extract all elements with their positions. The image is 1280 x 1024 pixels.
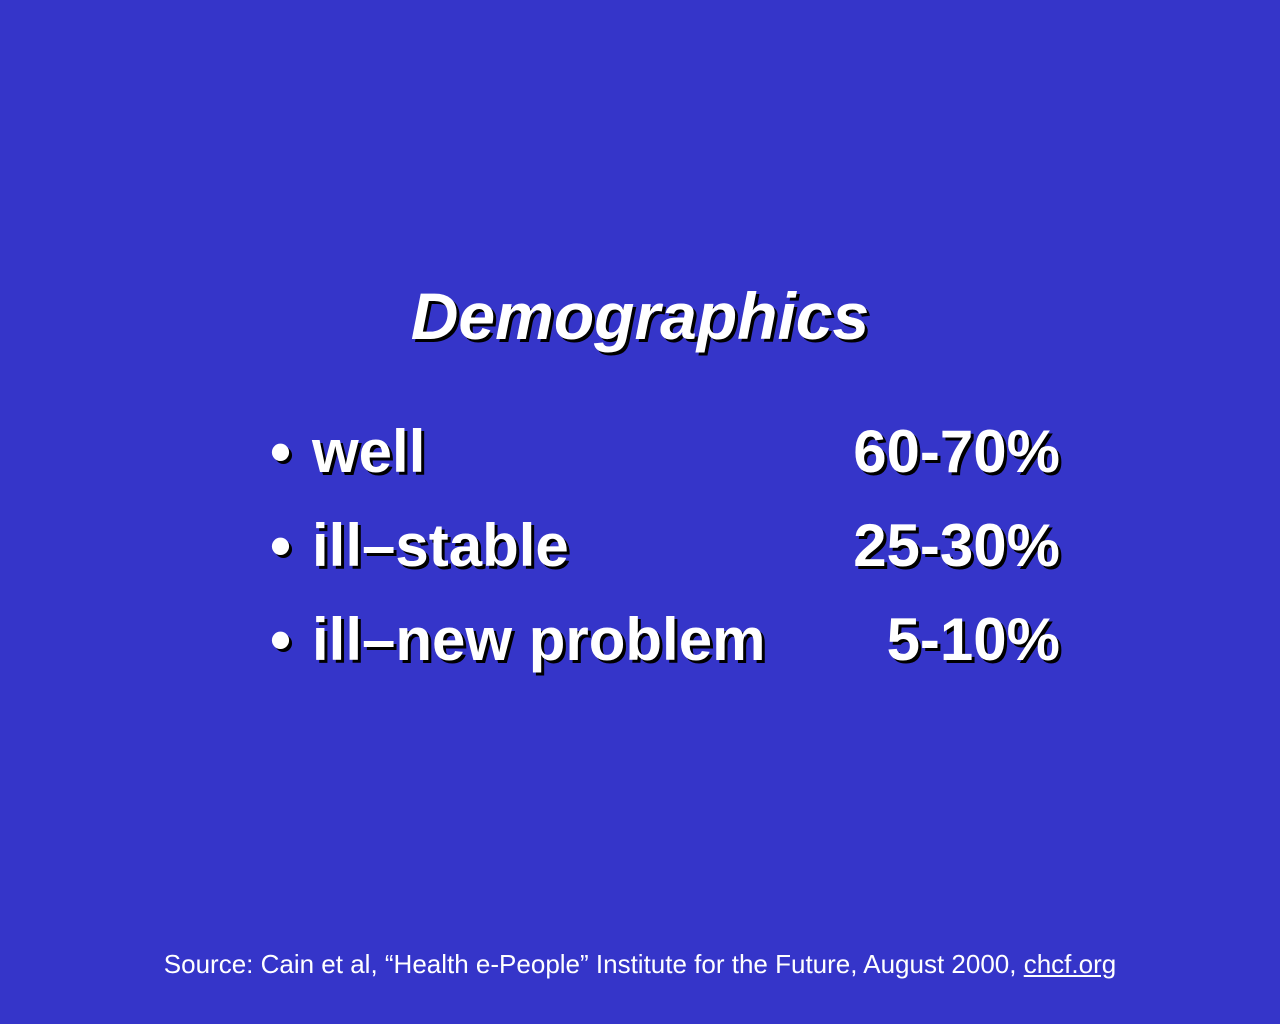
slide-title: Demographics — [410, 279, 870, 353]
source-citation: Source: Cain et al, “Health e-People” In… — [0, 948, 1280, 980]
source-text: Source: Cain et al, “Health e-People” In… — [163, 949, 1024, 979]
item-label: ill–new problem — [312, 606, 766, 673]
bullet-icon: • — [270, 418, 292, 485]
item-value: 60-70% — [853, 418, 1060, 485]
item-label: well — [312, 418, 426, 485]
item-value: 25-30% — [853, 512, 1060, 579]
bullet-list: • well 60-70% • ill–stable 25-30% • ill–… — [270, 414, 1060, 696]
list-item: • ill–stable 25-30% — [270, 508, 1060, 602]
list-item: • ill–new problem 5-10% — [270, 602, 1060, 696]
bullet-icon: • — [270, 512, 292, 579]
item-label: ill–stable — [312, 512, 569, 579]
item-value: 5-10% — [886, 606, 1060, 673]
source-link[interactable]: chcf.org — [1023, 949, 1117, 979]
list-item: • well 60-70% — [270, 414, 1060, 508]
bullet-icon: • — [270, 606, 292, 673]
